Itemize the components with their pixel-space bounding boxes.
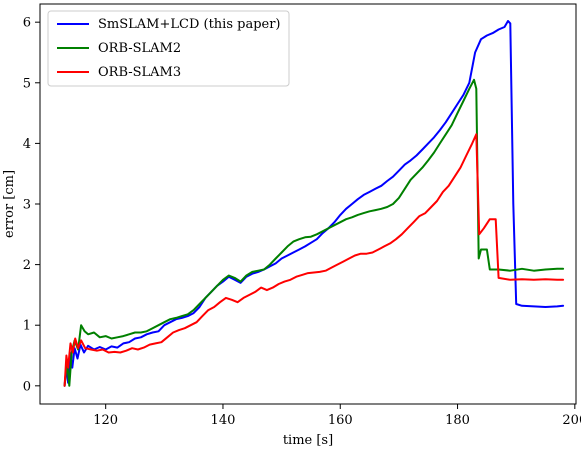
x-axis-label: time [s] [283,433,333,448]
series-line-2 [63,78,565,387]
legend-box [47,10,290,87]
series-layer [63,20,565,387]
x-tick-label: 160 [328,413,353,428]
x-tick-label: 200 [562,413,581,428]
x-axis: 120 140 160 180 200 [93,404,581,428]
legend-label-orbslam2: ORB-SLAM2 [98,41,181,56]
y-tick-label: 3 [23,198,31,213]
y-tick-label: 6 [23,16,31,31]
x-tick-label: 120 [93,413,118,428]
legend-label-smslam: SmSLAM+LCD (this paper) [98,17,281,32]
y-tick-label: 2 [23,258,31,273]
y-tick-label: 1 [23,319,31,334]
y-tick-label: 4 [23,137,31,152]
y-axis-label: error [cm] [2,170,17,238]
series-line-1 [63,20,565,387]
legend-label-orbslam3: ORB-SLAM3 [98,65,181,80]
series-line-3 [63,133,565,387]
x-tick-label: 180 [445,413,470,428]
y-tick-label: 5 [23,76,31,91]
y-tick-label: 0 [23,379,31,394]
x-tick-label: 140 [211,413,236,428]
legend: SmSLAM+LCD (this paper) ORB-SLAM2 ORB-SL… [47,10,290,87]
y-axis: 0 1 2 3 4 5 6 [23,16,40,394]
